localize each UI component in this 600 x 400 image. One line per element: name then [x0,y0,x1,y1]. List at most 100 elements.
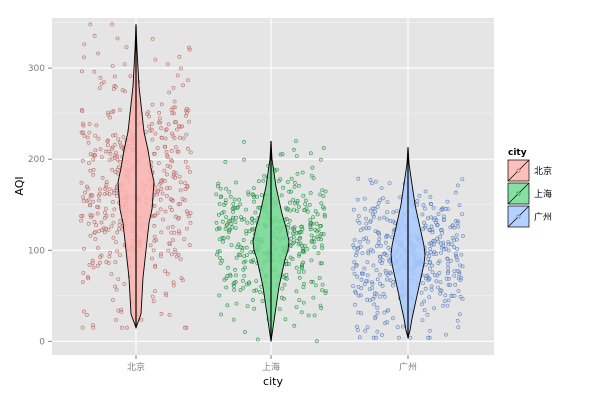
data-point [395,325,400,330]
data-point [86,198,91,203]
data-point [364,216,369,221]
data-point [283,317,288,322]
data-point [85,135,90,140]
data-point [295,209,300,214]
data-point [249,216,254,221]
data-point [274,167,279,172]
data-point [355,197,360,202]
data-point [155,146,160,151]
data-point [364,279,369,284]
data-point [421,203,426,208]
data-point [385,320,390,325]
data-point [385,234,390,238]
data-point [352,271,357,276]
data-point [87,122,92,126]
data-point [107,158,112,163]
data-point [351,207,356,212]
data-point [115,36,120,41]
data-point [116,277,121,282]
data-point [455,247,460,251]
data-point [300,249,305,254]
data-point [288,255,293,260]
data-point [153,131,158,136]
data-point [93,133,98,138]
data-point [168,197,173,202]
data-point [91,265,96,270]
data-point [163,209,168,214]
data-point [445,271,450,276]
data-point [183,181,188,186]
data-point [171,280,176,285]
data-point [116,137,121,142]
data-point [301,260,306,265]
data-point [453,282,458,287]
y-tick-label: 0 [39,337,45,347]
data-point [261,178,266,183]
data-point [381,196,385,201]
data-point [88,22,93,27]
data-point [375,329,380,334]
data-point [217,249,222,254]
data-point [244,207,248,212]
data-point [372,302,377,307]
data-point [111,298,115,303]
data-point [387,181,392,186]
data-point [94,223,99,228]
data-point [369,218,373,223]
data-point [441,214,446,219]
data-point [322,214,327,219]
data-point [170,111,175,116]
data-point [446,265,451,270]
legend-label: 北京 [534,165,552,177]
data-point [113,142,117,147]
data-point [169,252,174,257]
data-point [308,191,313,195]
data-point [352,260,357,265]
data-point [353,289,358,294]
data-point [378,198,383,203]
data-point [252,218,257,223]
data-point [164,127,169,132]
data-point [380,333,385,337]
data-point [371,249,376,254]
data-point [244,245,249,250]
data-point [157,116,162,121]
data-point [255,194,260,199]
data-point [164,194,169,198]
data-point [178,188,183,193]
data-point [291,234,296,239]
data-point [110,64,115,69]
data-point [158,254,163,259]
data-point [118,143,123,148]
data-point [246,190,251,195]
data-point [168,205,173,210]
data-point [296,183,301,188]
data-point [242,157,247,162]
data-point [87,262,92,267]
data-point [452,238,456,243]
data-point [158,207,163,212]
data-point [284,272,289,277]
data-point [245,220,250,225]
data-point [96,229,101,234]
data-point [297,275,302,280]
data-point [314,339,319,344]
data-point [155,189,160,194]
data-point [352,238,357,242]
data-point [315,229,320,234]
data-point [104,260,109,264]
data-point [166,122,171,127]
data-point [252,199,256,204]
data-point [173,214,178,219]
data-point [388,219,393,223]
data-point [308,151,313,156]
data-point [374,268,379,273]
data-point [110,110,115,115]
data-point [93,148,98,153]
data-point [309,173,314,178]
data-point [103,230,107,235]
data-point [320,282,325,287]
data-point [243,330,248,334]
data-point [150,37,155,41]
data-point [181,136,186,141]
